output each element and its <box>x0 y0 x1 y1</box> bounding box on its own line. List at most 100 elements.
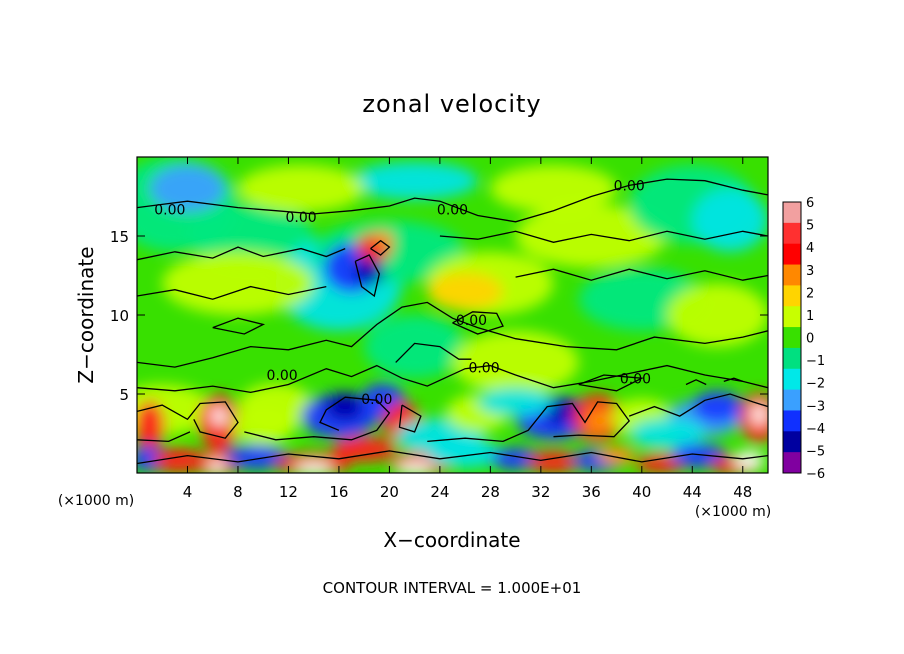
velocity-patch <box>515 204 668 268</box>
colorbar-label: 5 <box>806 219 814 234</box>
colorbar-swatch <box>783 222 801 245</box>
contour-interval-footer: CONTOUR INTERVAL = 1.000E+01 <box>323 579 582 597</box>
colorbar-label: 0 <box>806 332 814 347</box>
contour-label: 0.00 <box>285 210 316 226</box>
velocity-patch <box>294 461 333 473</box>
contour-label: 0.00 <box>468 360 499 376</box>
velocity-patch <box>364 315 466 379</box>
velocity-patch <box>162 251 314 315</box>
y-axis-label: Z−coordinate <box>74 246 98 383</box>
velocity-patch <box>528 450 579 473</box>
colorbar-label: −3 <box>806 399 825 414</box>
velocity-patch <box>490 164 617 213</box>
contour-label: 0.00 <box>456 313 487 329</box>
contour-line <box>395 342 472 363</box>
colorbar-label: −4 <box>806 422 825 437</box>
contour-line <box>370 239 391 256</box>
contour-line <box>685 379 707 386</box>
velocity-patch <box>149 164 226 213</box>
x-tick-label: 24 <box>430 483 449 501</box>
contour-line <box>354 254 380 298</box>
x-tick-label: 16 <box>329 483 348 501</box>
velocity-patch <box>187 204 314 268</box>
velocity-patch <box>211 406 227 426</box>
contour-label: 0.00 <box>620 371 651 387</box>
contour-label: 0.00 <box>614 179 645 195</box>
velocity-patch <box>351 161 478 200</box>
velocity-patch <box>667 283 768 347</box>
colorbar-label: 4 <box>806 241 814 256</box>
colorbar-label: −6 <box>806 467 825 482</box>
colorbar-swatch <box>783 347 801 370</box>
colorbar-swatch <box>783 306 801 328</box>
y-tick-label: 10 <box>110 307 129 325</box>
x-axis-label: X−coordinate <box>383 528 520 552</box>
contour-line <box>137 431 191 443</box>
velocity-patch <box>354 256 385 285</box>
contour-line <box>628 393 768 417</box>
x-tick-label: 28 <box>481 483 500 501</box>
contour-line <box>723 377 744 383</box>
x-tick-label: 4 <box>183 483 193 501</box>
x-tick-label: 12 <box>279 483 298 501</box>
colorbar-label: 3 <box>806 264 814 279</box>
contour-line <box>244 396 391 441</box>
colorbar-swatch <box>783 431 801 453</box>
velocity-patch <box>477 387 554 417</box>
colorbar-swatch <box>783 368 801 391</box>
contour-label: 0.00 <box>361 392 392 408</box>
x-tick-label: 20 <box>380 483 399 501</box>
colorbar-label: −5 <box>806 444 825 459</box>
colorbar-frame <box>782 201 802 474</box>
contour-label: 0.00 <box>437 202 468 218</box>
x-axis-unit: (×1000 m) <box>695 504 771 520</box>
velocity-patch <box>670 442 727 469</box>
velocity-patch <box>597 446 636 466</box>
contour-line <box>137 285 327 300</box>
velocity-patch <box>452 330 579 394</box>
velocity-patch <box>692 390 743 423</box>
x-tick-label: 44 <box>683 483 702 501</box>
velocity-patch <box>325 392 366 421</box>
velocity-patch <box>629 417 705 450</box>
x-axis-ticks: 4 8 12 16 20 24 28 32 36 40 44 48 <box>183 157 752 501</box>
plot-area: 0.00 0.00 0.00 0.00 0.00 0.00 0.00 0.00 0.00 <box>137 157 768 473</box>
contour-line <box>212 317 266 335</box>
x-tick-label: 36 <box>582 483 601 501</box>
colorbar-label: 1 <box>806 309 814 324</box>
contour-line <box>427 401 631 443</box>
velocity-patch <box>207 460 226 473</box>
contour-line <box>515 268 768 281</box>
velocity-patch <box>490 447 541 470</box>
colorbar: 6 5 4 3 2 1 0 −1 −2 −3 −4 −5 −6 <box>782 196 825 482</box>
y-tick-label: 15 <box>110 228 129 246</box>
contour-label: 0.00 <box>267 368 298 384</box>
velocity-patch <box>153 447 204 473</box>
contour-lines <box>137 178 768 465</box>
velocity-patch <box>231 406 295 445</box>
velocity-patch <box>733 450 765 470</box>
chart-title: zonal velocity <box>362 90 541 118</box>
colorbar-swatch <box>783 285 801 307</box>
x-tick-label: 40 <box>632 483 651 501</box>
velocity-patch <box>332 436 396 462</box>
x-tick-label: 32 <box>531 483 550 501</box>
x-tick-label: 8 <box>233 483 243 501</box>
colorbar-label: 2 <box>806 286 814 301</box>
colorbar-swatch <box>783 452 801 474</box>
colorbar-label: 6 <box>806 196 814 211</box>
contour-label: 0.00 <box>154 202 185 218</box>
contour-line <box>137 364 768 394</box>
contour-line <box>398 404 422 433</box>
velocity-patch <box>137 400 165 451</box>
velocity-field <box>137 157 768 473</box>
colorbar-swatch <box>783 264 801 286</box>
colorbar-label: −2 <box>806 377 825 392</box>
velocity-patch <box>225 444 289 470</box>
velocity-patch <box>692 188 768 252</box>
contour-line <box>578 374 645 392</box>
contour-line <box>137 301 768 368</box>
colorbar-label: −1 <box>806 354 825 369</box>
contour-line <box>439 230 768 243</box>
